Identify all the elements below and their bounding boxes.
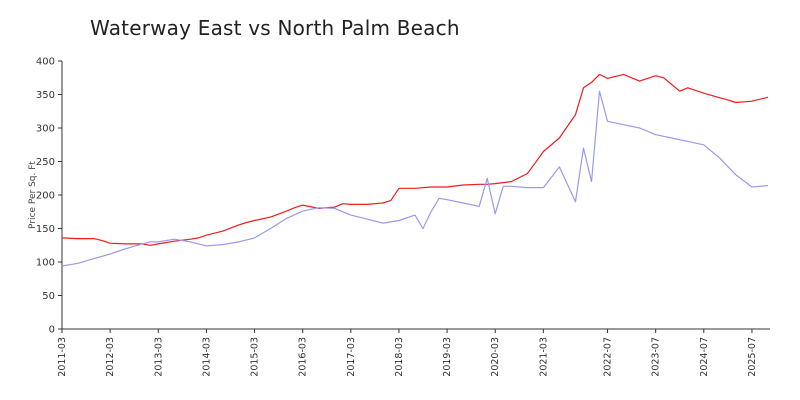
x-tick-label: 2013-03 <box>153 337 164 377</box>
x-tick-label: 2025-07 <box>747 337 758 377</box>
x-tick-label: 2024-07 <box>699 337 710 377</box>
x-tick-label: 2017-03 <box>346 337 357 377</box>
x-tick-label: 2012-03 <box>105 337 116 377</box>
x-tick-label: 2018-03 <box>394 337 405 377</box>
x-tick-label: 2021-03 <box>538 337 549 377</box>
y-tick-label: 200 <box>36 191 55 202</box>
series-line-1 <box>61 73 769 246</box>
x-tick-label: 2016-03 <box>298 337 309 377</box>
y-tick-label: 50 <box>42 291 55 302</box>
x-tick-label: 2015-03 <box>250 337 261 377</box>
y-tick-label: 0 <box>49 325 55 336</box>
x-tick-label: 2020-03 <box>490 337 501 377</box>
x-tick-label: 2019-03 <box>442 337 453 377</box>
series-layer <box>61 73 769 267</box>
y-tick-label: 150 <box>36 224 55 235</box>
x-tick-label: 2011-03 <box>57 337 68 377</box>
y-tick-label: 100 <box>36 258 55 269</box>
chart-title: Waterway East vs North Palm Beach <box>90 16 460 40</box>
x-tick-label: 2022-07 <box>603 337 614 377</box>
y-tick-label: 250 <box>36 157 55 168</box>
y-tick-label: 350 <box>36 90 55 101</box>
x-tick-label: 2014-03 <box>201 337 212 377</box>
y-tick-label: 400 <box>36 57 55 68</box>
series-line-2 <box>61 90 769 267</box>
axes: 0 50 100 150 200 250 300 350 400 2011-03 2012-03 20… <box>36 57 770 377</box>
x-tick-label: 2023-07 <box>651 337 662 377</box>
y-axis-label: Price Per Sq. Ft <box>28 161 38 229</box>
y-tick-label: 300 <box>36 124 55 135</box>
